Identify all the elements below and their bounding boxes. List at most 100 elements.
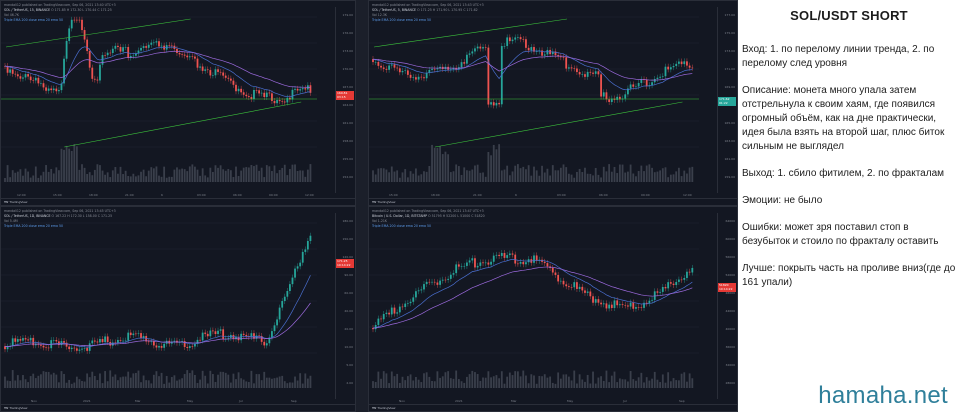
volume-bar: [268, 166, 271, 182]
price-tick: 152.00: [342, 175, 354, 179]
candle-body: [498, 102, 501, 105]
candle-body: [484, 262, 487, 264]
price-axis[interactable]: 180.00 150.00 120.00 90.00 60.00 40.00 2…: [335, 213, 355, 399]
candle-body: [278, 307, 281, 320]
volume-bar: [63, 373, 65, 388]
chart-panel-sol-1d[interactable]: mandali12 published on TradingView.com, …: [0, 206, 356, 412]
candle-body: [34, 77, 37, 81]
time-tick: May: [567, 399, 574, 403]
price-chart[interactable]: [1, 213, 337, 394]
ohlc-values: O 167.22 H 172.30 L 158.00 C 171.25: [51, 214, 113, 218]
candle-body: [204, 69, 207, 71]
tradingview-logo: TV: [372, 406, 377, 410]
candle-body: [137, 333, 140, 334]
volume-bar: [468, 374, 471, 388]
candle-body: [436, 282, 439, 285]
candle-body: [65, 342, 68, 347]
volume-bar: [24, 379, 27, 388]
price-axis[interactable]: 177.00 175.00 173.00 171.00 169.00 167.0…: [717, 7, 737, 193]
volume-bar: [597, 377, 600, 388]
volume-bar: [635, 176, 637, 182]
price-chart[interactable]: [369, 213, 719, 394]
volume-bar: [463, 167, 466, 182]
volume-bar: [522, 166, 525, 182]
candle-body: [686, 271, 688, 278]
price-chart[interactable]: [369, 7, 719, 188]
candle-body: [93, 78, 96, 80]
candle-body: [535, 51, 538, 52]
price-tick: 150.00: [342, 237, 354, 241]
candle-body: [396, 67, 399, 69]
ema-line: [4, 50, 311, 88]
candle-body: [6, 346, 9, 350]
volume-bar: [47, 371, 50, 388]
time-tick: 6: [515, 193, 517, 197]
candle-body: [586, 291, 589, 293]
candle-body: [60, 83, 63, 91]
last-price: 51820: [719, 283, 729, 287]
candle-body: [27, 74, 29, 77]
price-axis[interactable]: 179.00 176.00 173.00 170.00 167.00 164.0…: [335, 7, 355, 193]
candle-body: [127, 47, 130, 58]
volume-bar: [24, 168, 27, 182]
volume-bar: [60, 148, 63, 182]
candle-body: [492, 102, 495, 106]
volume-bar: [181, 168, 183, 182]
volume-bar: [551, 165, 554, 182]
volume-bar: [390, 166, 393, 182]
time-axis[interactable]: Nov 2021 Mar May Jul Sep: [1, 399, 335, 404]
volume-bar: [578, 374, 581, 388]
volume-bar: [546, 377, 549, 388]
volume-bar: [519, 376, 522, 388]
time-axis[interactable]: Nov 2021 Mar May Jul Sep: [369, 399, 717, 404]
candle-body: [490, 102, 492, 105]
volume-bar: [75, 146, 78, 182]
candle-body: [455, 264, 458, 274]
volume-bar: [188, 166, 191, 182]
volume-bar: [196, 383, 199, 388]
price-tick: 20.00: [344, 327, 353, 331]
volume-bar: [16, 171, 19, 182]
volume-bar: [224, 170, 227, 182]
price-chart[interactable]: [1, 7, 337, 188]
time-tick: 09:00: [269, 193, 278, 197]
chart-panel-sol-15m[interactable]: mandali12 published on TradingView.com, …: [0, 0, 356, 206]
candle-body: [140, 333, 142, 339]
candle-body: [209, 330, 212, 337]
volume-bar: [247, 382, 250, 388]
volume-bar: [455, 164, 458, 182]
chart-panel-btc-1d[interactable]: mandali12 published on TradingView.com, …: [368, 206, 738, 412]
candle-body: [672, 66, 675, 68]
candle-body: [186, 346, 189, 348]
price-tick: 159.00: [724, 175, 736, 179]
volume-bar: [436, 371, 439, 388]
time-axis[interactable]: 15:00 18:00 21:00 6 03:00 06:00 09:00 12…: [369, 193, 717, 198]
candle-body: [589, 291, 592, 297]
candle-body: [289, 284, 291, 292]
candle-body: [309, 85, 312, 93]
symbol-label: SOL / TetherUS, 15, BINANCE: [4, 8, 51, 12]
price-axis[interactable]: 64000 60000 56000 52000 48000 44000 4000…: [717, 213, 737, 399]
volume-bar: [506, 165, 509, 182]
volume-bar: [653, 172, 656, 182]
volume-bar: [291, 382, 294, 388]
candle-body: [253, 333, 255, 339]
candle-body: [86, 39, 89, 52]
candle-body: [265, 92, 268, 98]
volume-bar: [109, 370, 112, 388]
candle-body: [584, 74, 586, 77]
candle-body: [460, 266, 463, 267]
candle-body: [40, 83, 42, 84]
volume-bar: [597, 174, 600, 182]
price-tick: 44000: [725, 309, 735, 313]
time-axis[interactable]: 12:00 15:00 18:00 21:00 6 03:00 06:00 09…: [1, 193, 335, 198]
candle-body: [168, 45, 171, 46]
chart-panel-sol-5m[interactable]: mandali12 published on TradingView.com, …: [368, 0, 738, 206]
volume-bar: [423, 171, 425, 182]
candle-body: [75, 348, 78, 351]
candle-body: [68, 346, 71, 350]
volume-bar: [492, 376, 495, 388]
volume-bar: [688, 373, 691, 388]
candle-body: [117, 45, 119, 47]
volume-bar: [500, 170, 503, 182]
